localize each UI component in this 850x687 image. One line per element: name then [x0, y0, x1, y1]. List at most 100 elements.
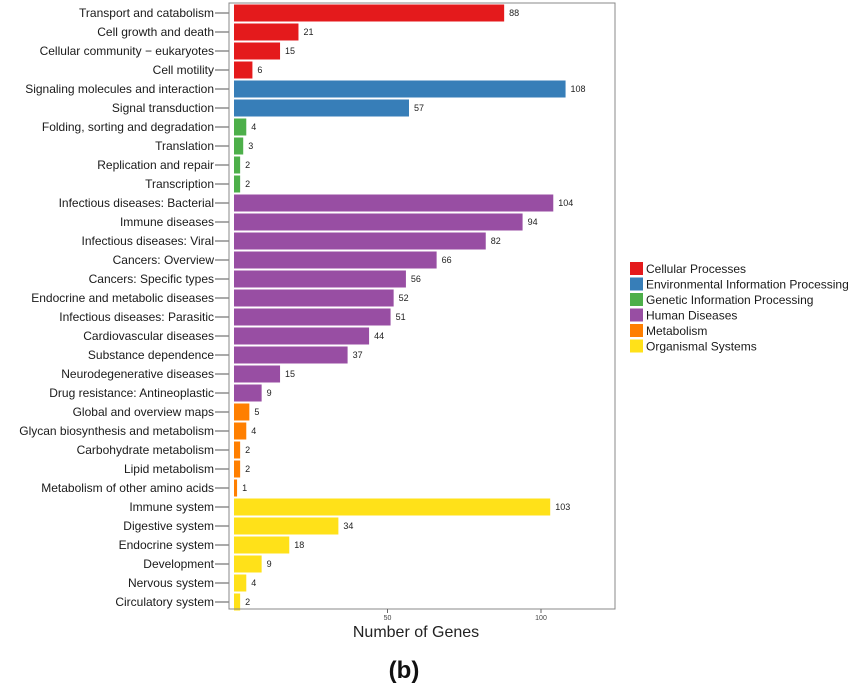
legend-label: Genetic Information Processing — [646, 293, 813, 307]
legend-label: Environmental Information Processing — [646, 278, 849, 292]
category-label: Digestive system — [123, 519, 214, 533]
value-label: 34 — [343, 521, 353, 531]
value-label: 6 — [257, 65, 262, 75]
value-label: 4 — [251, 426, 256, 436]
value-label: 104 — [558, 198, 573, 208]
category-label: Immune diseases — [120, 215, 214, 229]
x-axis-title: Number of Genes — [353, 624, 479, 641]
value-label: 15 — [285, 369, 295, 379]
value-label: 2 — [245, 160, 250, 170]
bar — [234, 213, 523, 231]
value-label: 108 — [571, 84, 586, 94]
value-label: 21 — [303, 27, 313, 37]
bar — [234, 156, 241, 174]
value-label: 2 — [245, 445, 250, 455]
value-label: 15 — [285, 46, 295, 56]
bar — [234, 593, 241, 611]
bar — [234, 346, 348, 364]
category-label: Transcription — [145, 177, 214, 191]
value-label: 88 — [509, 8, 519, 18]
bar — [234, 517, 339, 535]
bar — [234, 327, 370, 345]
value-label: 51 — [396, 312, 406, 322]
figure-label: (b) — [389, 657, 420, 684]
category-label: Global and overview maps — [73, 405, 214, 419]
bar — [234, 308, 391, 326]
category-label: Drug resistance: Antineoplastic — [49, 386, 214, 400]
legend-swatch — [630, 293, 643, 306]
category-label: Endocrine and metabolic diseases — [31, 291, 214, 305]
value-label: 3 — [248, 141, 253, 151]
bar — [234, 441, 241, 459]
bar — [234, 23, 299, 41]
category-label: Signal transduction — [112, 101, 214, 115]
bar — [234, 251, 437, 269]
value-label: 9 — [267, 559, 272, 569]
legend-swatch — [630, 277, 643, 291]
category-label: Neurodegenerative diseases — [61, 367, 214, 381]
category-label: Development — [143, 557, 214, 571]
bars-layer — [234, 4, 566, 611]
value-label: 82 — [491, 236, 501, 246]
bar — [234, 289, 394, 307]
bar — [234, 479, 238, 497]
value-label: 2 — [245, 464, 250, 474]
value-label: 52 — [399, 293, 409, 303]
value-label: 44 — [374, 331, 384, 341]
bar — [234, 365, 281, 383]
category-label: Cellular community − eukaryotes — [40, 44, 214, 58]
bar — [234, 232, 486, 250]
category-label: Lipid metabolism — [124, 462, 214, 476]
category-label: Cardiovascular diseases — [83, 329, 214, 343]
plot-frame — [228, 2, 616, 610]
bar — [234, 498, 551, 516]
category-label: Nervous system — [128, 576, 214, 590]
bar — [234, 574, 247, 592]
bar — [234, 270, 406, 288]
category-label: Circulatory system — [115, 595, 214, 609]
bar — [234, 118, 247, 136]
category-label: Signaling molecules and interaction — [25, 82, 214, 96]
x-tick-label: 50 — [384, 615, 392, 622]
category-label: Transport and catabolism — [79, 6, 214, 20]
category-label: Glycan biosynthesis and metabolism — [19, 424, 214, 438]
value-label: 2 — [245, 597, 250, 607]
bar — [234, 194, 554, 212]
legend-label: Cellular Processes — [646, 262, 746, 276]
category-label: Cell growth and death — [97, 25, 214, 39]
bar — [234, 403, 250, 421]
bar — [234, 99, 409, 117]
category-label: Metabolism of other amino acids — [41, 481, 214, 495]
value-labels: 8821156108574322104948266565251443715954… — [242, 8, 586, 607]
value-label: 94 — [528, 217, 538, 227]
bar — [234, 175, 241, 193]
legend: Cellular Processes Environmental Informat… — [630, 262, 849, 354]
value-label: 66 — [442, 255, 452, 265]
category-label: Endocrine system — [119, 538, 214, 552]
legend-swatch — [630, 308, 643, 322]
value-label: 1 — [242, 483, 247, 493]
legend-label: Metabolism — [646, 324, 707, 338]
bar — [234, 460, 241, 478]
category-label: Cancers: Overview — [113, 253, 215, 267]
bar — [234, 555, 262, 573]
bar — [234, 80, 566, 98]
legend-swatch — [630, 324, 643, 337]
bar — [234, 422, 247, 440]
bar — [234, 137, 244, 155]
bar — [234, 536, 290, 554]
category-label: Carbohydrate metabolism — [77, 443, 214, 457]
x-axis-ticks: 50 100 — [384, 609, 547, 622]
value-label: 56 — [411, 274, 421, 284]
category-labels: Transport and catabolism Cell growth and … — [19, 6, 229, 609]
value-label: 4 — [251, 578, 256, 588]
category-label: Infectious diseases: Parasitic — [59, 310, 214, 324]
legend-label: Organismal Systems — [646, 340, 757, 354]
value-label: 37 — [353, 350, 363, 360]
category-label: Cell motility — [153, 63, 214, 77]
category-label: Infectious diseases: Bacterial — [59, 196, 214, 210]
value-label: 103 — [555, 502, 570, 512]
value-label: 57 — [414, 103, 424, 113]
bar — [234, 4, 505, 22]
